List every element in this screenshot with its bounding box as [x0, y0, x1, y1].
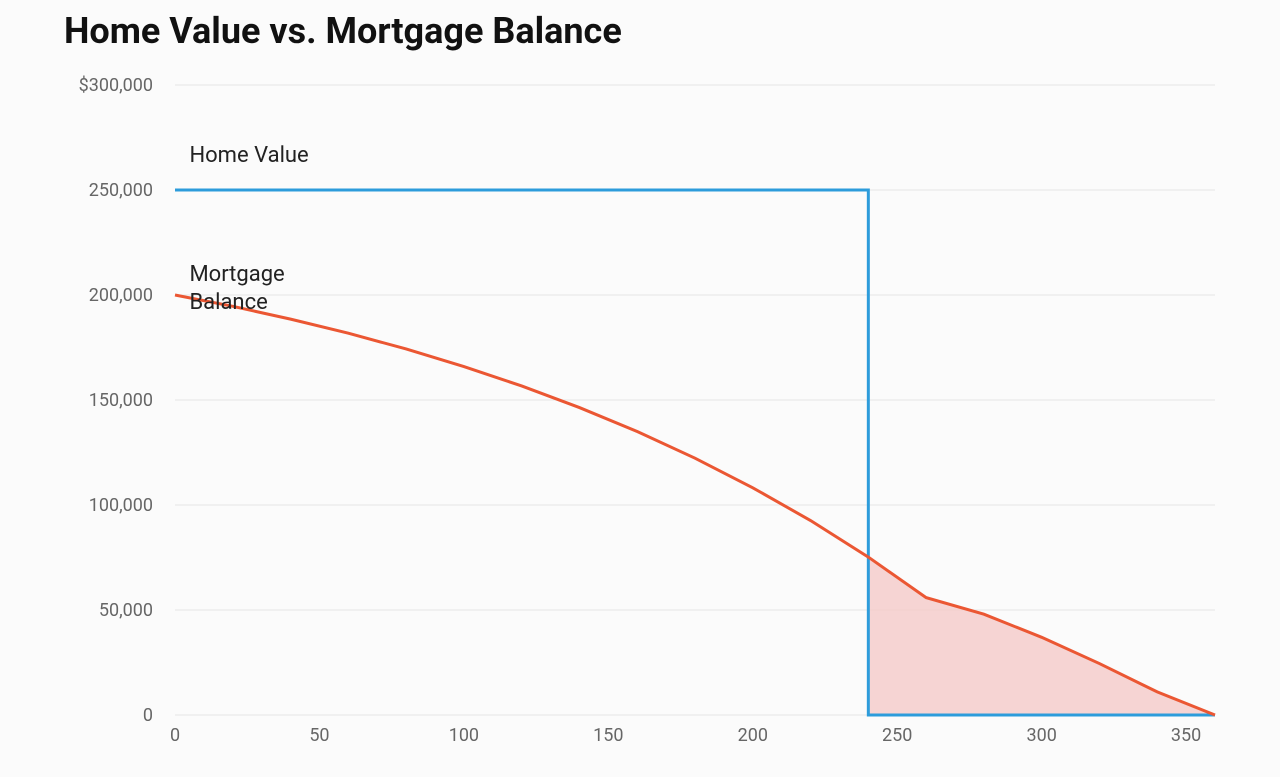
x-tick-label: 250 — [882, 725, 912, 746]
y-tick-label: $300,000 — [79, 75, 153, 96]
chart-container: Home Value vs. Mortgage Balance 050,0001… — [0, 0, 1280, 777]
x-tick-label: 0 — [170, 725, 180, 746]
x-tick-label: 100 — [449, 725, 479, 746]
y-tick-label: 150,000 — [89, 390, 153, 411]
x-tick-label: 350 — [1171, 725, 1201, 746]
y-tick-label: 100,000 — [89, 495, 153, 516]
y-tick-label: 50,000 — [99, 600, 153, 621]
y-tick-label: 250,000 — [89, 180, 153, 201]
home-value-label: Home Value — [189, 143, 308, 168]
x-tick-label: 300 — [1026, 725, 1056, 746]
home-value-line — [175, 190, 1215, 715]
x-tick-label: 50 — [309, 725, 329, 746]
y-tick-label: 200,000 — [89, 285, 153, 306]
x-tick-label: 150 — [593, 725, 623, 746]
chart-svg: 0 50,000 100,000 150,000 200,000 250,000 $300,… — [0, 0, 1280, 777]
mortgage-balance-label: Balance — [189, 290, 267, 315]
x-tick-label: 200 — [738, 725, 768, 746]
mortgage-balance-label: Mortgage — [189, 262, 284, 287]
y-tick-label: 0 — [143, 705, 153, 726]
